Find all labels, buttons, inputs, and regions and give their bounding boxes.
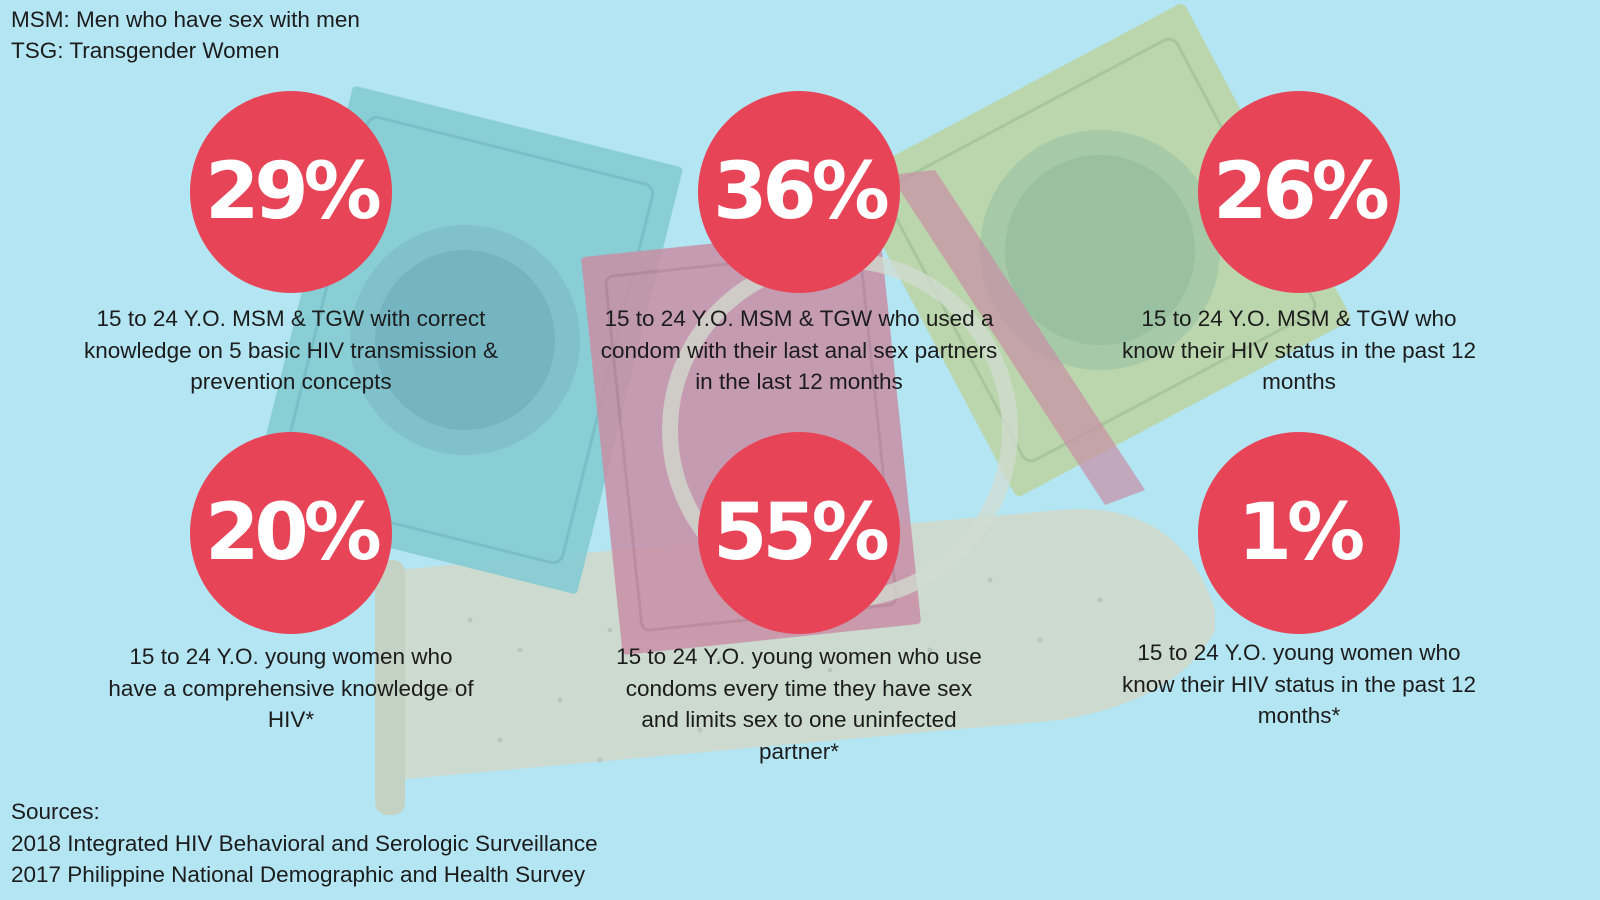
stat-caption-msm-knowledge: 15 to 24 Y.O. MSM & TGW with correct kno… [84, 306, 498, 394]
source-item: 2018 Integrated HIV Behavioral and Serol… [11, 830, 598, 856]
stat-value: 26% [1213, 147, 1390, 237]
legend-tsg: TSG: Transgender Women [11, 38, 280, 63]
stat-value: 20% [205, 488, 382, 578]
sources-heading: Sources: [11, 799, 100, 824]
condom-tube-shape [375, 509, 1215, 815]
stat-circle-women-hiv-status: 1% [1198, 432, 1400, 634]
legend-msm: MSM: Men who have sex with men [11, 7, 360, 32]
stat-circle-msm-knowledge: 29% [190, 91, 392, 293]
source-item: 2017 Philippine National Demographic and… [11, 862, 586, 887]
stat-value: 1% [1237, 488, 1365, 578]
pink-strip-shape [890, 170, 1145, 505]
stat-value: 55% [713, 488, 890, 578]
stat-circle-women-condom-use: 55% [698, 432, 900, 634]
stat-caption-msm-condom-use: 15 to 24 Y.O. MSM & TGW who used a condo… [600, 306, 998, 394]
stat-circle-women-knowledge: 20% [190, 432, 392, 634]
stat-caption-women-knowledge: 15 to 24 Y.O. young women who have a com… [108, 644, 474, 732]
stat-caption-women-condom-use: 15 to 24 Y.O. young women who use condom… [616, 644, 982, 764]
stat-caption-women-hiv-status: 15 to 24 Y.O. young women who know their… [1122, 640, 1476, 728]
stat-value: 36% [713, 147, 890, 237]
stat-circle-msm-hiv-status: 26% [1198, 91, 1400, 293]
stat-value: 29% [205, 147, 382, 237]
sources-block: Sources: 2018 Integrated HIV Behavioral … [11, 796, 598, 891]
abbreviation-legend: MSM: Men who have sex with men TSG: Tran… [11, 4, 360, 66]
stat-circle-msm-condom-use: 36% [698, 91, 900, 293]
stat-caption-msm-hiv-status: 15 to 24 Y.O. MSM & TGW who know their H… [1122, 306, 1476, 394]
